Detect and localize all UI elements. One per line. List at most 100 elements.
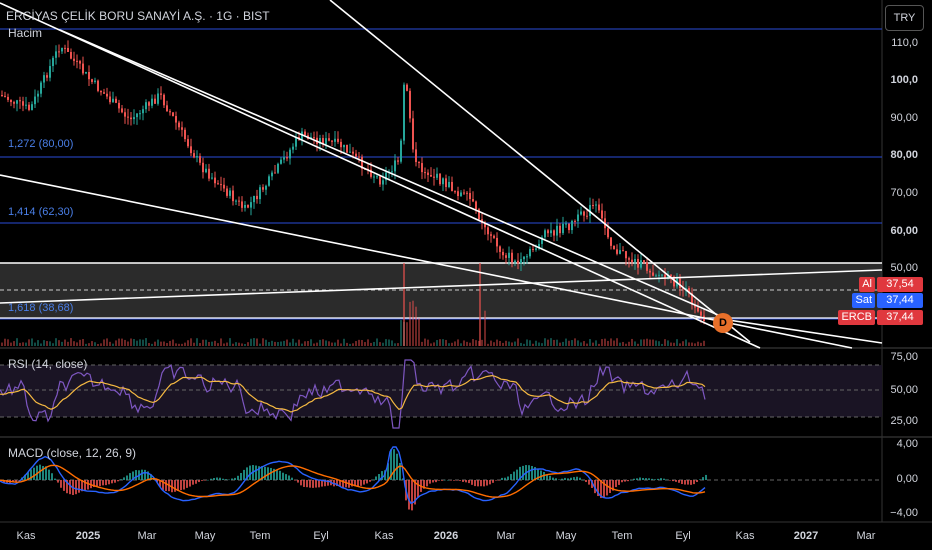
macd-histogram-bar <box>600 480 602 499</box>
macd-histogram-bar <box>603 480 605 498</box>
macd-histogram-bar <box>456 480 458 481</box>
macd-histogram-bar <box>495 480 497 481</box>
rsi-label[interactable]: RSI (14, close) <box>8 357 88 371</box>
macd-histogram-bar <box>198 480 200 483</box>
candle-body <box>46 75 48 78</box>
macd-histogram-bar <box>624 480 626 482</box>
macd-histogram-bar <box>267 467 269 480</box>
candle-body <box>241 201 243 208</box>
volume-bar <box>235 342 237 346</box>
candle-body <box>319 138 321 144</box>
macd-histogram-bar <box>75 480 77 495</box>
volume-bar <box>115 340 117 346</box>
volume-bar <box>196 338 198 346</box>
volume-bar <box>109 341 111 346</box>
volume-bar <box>1 342 3 346</box>
candle-body <box>484 223 486 228</box>
candle-body <box>493 235 495 238</box>
macd-histogram-bar <box>537 468 539 480</box>
volume-bar <box>493 342 495 346</box>
macd-histogram-bar <box>162 480 164 490</box>
macd-histogram-bar <box>357 480 359 487</box>
candle-body <box>376 176 378 178</box>
volume-bar <box>121 338 123 346</box>
volume-bar <box>400 320 402 346</box>
dividend-marker[interactable]: D <box>713 313 733 333</box>
candle-body <box>325 138 327 145</box>
macd-histogram-bar <box>99 480 101 487</box>
candle-body <box>313 137 315 139</box>
bid-tag-value: 37,44 <box>877 293 923 308</box>
macd-histogram-bar <box>114 480 116 483</box>
candle-body <box>145 102 147 110</box>
volume-bar <box>226 342 228 346</box>
volume-bar <box>424 338 426 346</box>
macd-histogram-bar <box>324 480 326 487</box>
macd-histogram-bar <box>564 477 566 480</box>
candle-body <box>277 163 279 173</box>
candle-body <box>697 307 699 312</box>
candle-body <box>85 72 87 74</box>
macd-histogram-bar <box>24 474 26 480</box>
volume-bar <box>229 338 231 346</box>
candle-body <box>304 131 306 136</box>
volume-bar <box>253 338 255 346</box>
candle-body <box>673 276 675 287</box>
volume-bar <box>190 338 192 346</box>
macd-histogram-bar <box>417 480 419 498</box>
macd-histogram-bar <box>666 479 668 481</box>
macd-histogram-bar <box>531 465 533 480</box>
rsi-band <box>0 365 882 417</box>
volume-bar <box>460 343 462 346</box>
volume-bar <box>232 343 234 346</box>
candle-body <box>574 220 576 222</box>
macd-histogram-bar <box>249 465 251 480</box>
bid-tag-name: Sat <box>852 293 875 308</box>
currency-button[interactable]: TRY <box>885 5 924 31</box>
volume-bar <box>193 342 195 346</box>
volume-bar <box>205 339 207 346</box>
volume-bar <box>271 340 273 346</box>
macd-label[interactable]: MACD (close, 12, 26, 9) <box>8 446 137 460</box>
candle-body <box>88 72 90 80</box>
volume-bar <box>178 343 180 346</box>
volume-bar <box>118 338 120 346</box>
time-tick: 2026 <box>433 530 459 542</box>
volume-bar <box>310 339 312 346</box>
candle-body <box>13 102 15 104</box>
macd-histogram-bar <box>255 465 257 480</box>
volume-bar <box>76 342 78 346</box>
symbol-title[interactable]: ERCİYAS ÇELİK BORU SANAYİ A.Ş. · 1G · BI… <box>6 9 270 23</box>
candle-body <box>157 93 159 104</box>
candle-body <box>418 162 420 164</box>
volume-bar <box>337 339 339 346</box>
fib-label-1272: 1,272 (80,00) <box>8 138 74 150</box>
candle-body <box>40 82 42 94</box>
volume-bar <box>262 338 264 346</box>
candle-body <box>601 210 603 219</box>
volume-bar <box>295 342 297 346</box>
macd-histogram-bar <box>462 480 464 482</box>
macd-histogram-bar <box>201 480 203 481</box>
candle-body <box>433 176 435 178</box>
candle-body <box>109 96 111 103</box>
volume-bar <box>397 343 399 346</box>
volume-bar <box>187 340 189 346</box>
macd-histogram-bar <box>342 480 344 488</box>
trend-line <box>0 2 761 349</box>
macd-histogram-bar <box>480 480 482 487</box>
candle-body <box>685 288 687 290</box>
candle-body <box>106 93 108 97</box>
macd-histogram-bar <box>30 469 32 480</box>
volume-bar <box>46 341 48 346</box>
candle-body <box>355 153 357 157</box>
macd-histogram-bar <box>396 453 398 480</box>
macd-histogram-bar <box>546 474 548 480</box>
volume-bar <box>523 343 525 346</box>
volume-bar <box>583 341 585 346</box>
candle-body <box>499 246 501 252</box>
candle-body <box>271 172 273 177</box>
volume-bar <box>172 339 174 346</box>
macd-histogram-bar <box>219 477 221 480</box>
